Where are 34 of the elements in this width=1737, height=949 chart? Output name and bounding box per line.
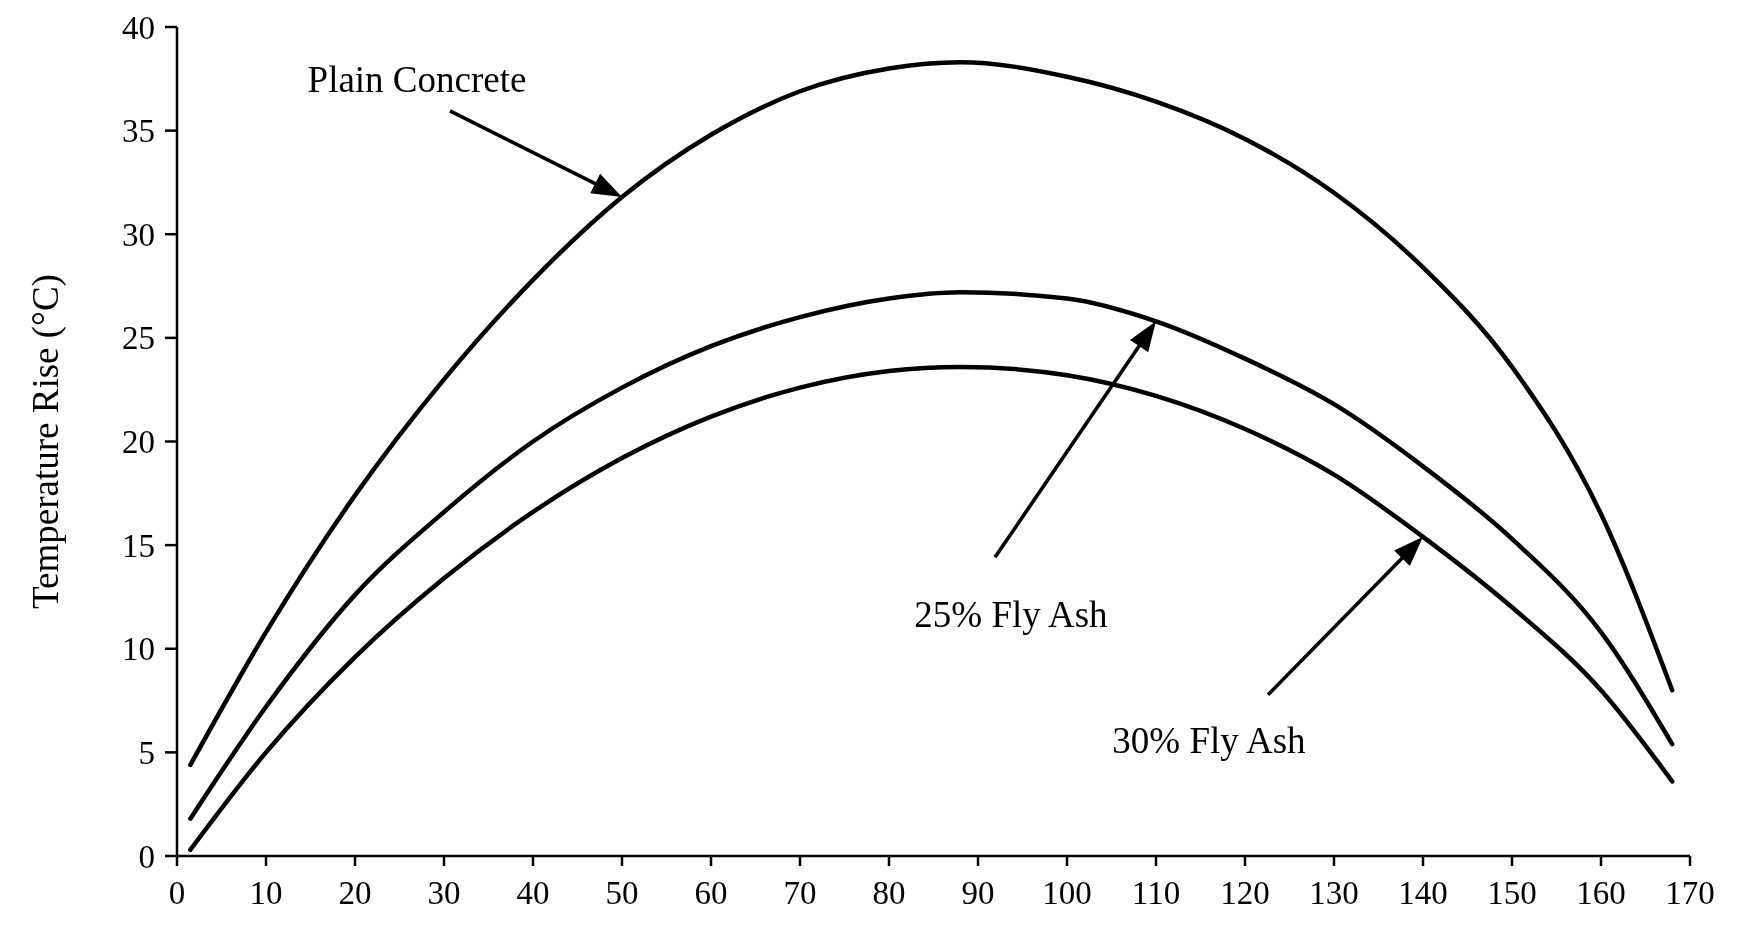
x-tick-label: 170 <box>1665 875 1715 911</box>
x-tick-label: 80 <box>872 875 906 911</box>
line-series <box>188 290 1675 821</box>
annotation: 25% Fly Ash <box>914 594 1109 636</box>
x-tick-label: 60 <box>694 875 728 911</box>
x-tick-label: 120 <box>1220 875 1270 911</box>
y-tick-label: 10 <box>122 631 155 668</box>
x-tick-label: 160 <box>1576 875 1626 911</box>
line-series <box>188 59 1675 768</box>
y-tick-label: 40 <box>122 9 155 46</box>
x-tick-label: 30 <box>427 875 461 911</box>
x-tick-label: 40 <box>516 875 550 911</box>
y-tick-label: 0 <box>138 838 155 875</box>
y-tick-label: 35 <box>122 113 155 150</box>
x-tick-label: 130 <box>1309 875 1359 911</box>
x-tick-label: 0 <box>168 875 186 911</box>
y-tick-label: 25 <box>122 320 155 357</box>
annotation: 30% Fly Ash <box>1112 719 1307 761</box>
y-tick-label: 15 <box>122 527 155 564</box>
x-tick-label: 70 <box>783 875 817 911</box>
y-tick-label: 5 <box>138 734 155 771</box>
x-tick-label: 140 <box>1398 875 1448 911</box>
x-tick-label: 50 <box>605 875 639 911</box>
y-tick-label: 20 <box>122 424 155 461</box>
annotation: Plain Concrete <box>307 58 527 100</box>
line-series <box>188 364 1675 853</box>
x-tick-label: 100 <box>1042 875 1092 911</box>
x-tick-label: 110 <box>1131 875 1181 911</box>
y-axis-title: Temperature Rise (°C) <box>25 274 67 609</box>
x-tick-label: 150 <box>1487 875 1537 911</box>
y-tick-label: 30 <box>122 216 155 253</box>
x-tick-label: 20 <box>338 875 372 911</box>
x-tick-label: 90 <box>961 875 995 911</box>
x-tick-label: 10 <box>249 875 283 911</box>
